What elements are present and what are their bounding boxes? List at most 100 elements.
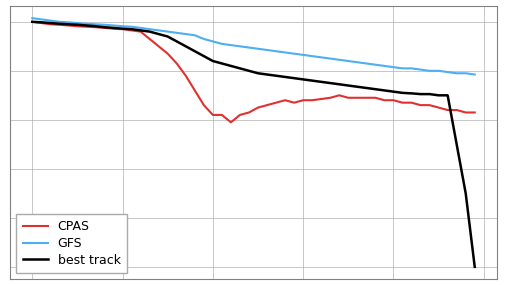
CPAS (84, 25, 90, 28)
GFS (282, 51, 288, 54)
GFS (345, 59, 351, 63)
best track (300, 78, 306, 81)
CPAS (47, 23, 53, 26)
CPAS (472, 111, 478, 114)
GFS (445, 70, 451, 74)
GFS (29, 17, 35, 20)
GFS (454, 72, 460, 75)
CPAS (400, 101, 406, 104)
best track (29, 20, 35, 24)
best track (364, 86, 370, 90)
CPAS (409, 101, 415, 104)
GFS (228, 43, 234, 47)
GFS (219, 42, 225, 46)
best track (246, 69, 252, 72)
best track (38, 21, 44, 24)
GFS (210, 40, 216, 43)
best track (400, 91, 406, 95)
CPAS (291, 101, 297, 104)
GFS (264, 48, 270, 52)
CPAS (38, 21, 44, 25)
CPAS (192, 89, 198, 92)
Legend: CPAS, GFS, best track: CPAS, GFS, best track (16, 214, 127, 273)
best track (273, 74, 279, 78)
GFS (364, 62, 370, 65)
best track (120, 27, 126, 30)
CPAS (219, 113, 225, 117)
best track (192, 50, 198, 53)
GFS (472, 73, 478, 76)
best track (309, 79, 315, 82)
CPAS (201, 103, 207, 107)
best track (210, 59, 216, 63)
Line: GFS: GFS (32, 18, 475, 74)
best track (183, 45, 189, 48)
GFS (390, 66, 396, 69)
GFS (47, 19, 53, 22)
GFS (129, 25, 135, 28)
GFS (327, 57, 333, 60)
GFS (381, 64, 387, 68)
CPAS (372, 96, 378, 99)
GFS (65, 21, 71, 24)
best track (65, 23, 71, 26)
best track (111, 26, 117, 30)
CPAS (426, 103, 432, 107)
best track (201, 54, 207, 58)
GFS (291, 52, 297, 55)
best track (147, 30, 153, 33)
CPAS (228, 121, 234, 124)
GFS (237, 45, 243, 48)
best track (101, 25, 107, 29)
best track (436, 93, 442, 97)
GFS (192, 34, 198, 37)
best track (327, 81, 333, 85)
best track (345, 84, 351, 87)
GFS (165, 30, 171, 33)
GFS (38, 18, 44, 21)
CPAS (156, 45, 162, 48)
best track (92, 25, 98, 28)
CPAS (56, 23, 62, 27)
GFS (354, 60, 360, 64)
GFS (400, 67, 406, 70)
GFS (309, 54, 315, 58)
best track (336, 83, 342, 86)
CPAS (120, 27, 126, 31)
CPAS (111, 27, 117, 30)
GFS (300, 53, 306, 57)
GFS (174, 31, 180, 34)
CPAS (165, 52, 171, 55)
best track (255, 72, 261, 75)
CPAS (417, 103, 423, 107)
CPAS (129, 29, 135, 32)
GFS (273, 50, 279, 53)
CPAS (210, 113, 216, 117)
GFS (101, 23, 107, 27)
CPAS (183, 74, 189, 78)
CPAS (327, 96, 333, 99)
GFS (147, 27, 153, 31)
best track (417, 92, 423, 96)
GFS (156, 29, 162, 32)
best track (354, 85, 360, 88)
CPAS (454, 108, 460, 112)
best track (219, 62, 225, 65)
GFS (318, 56, 324, 59)
best track (291, 76, 297, 80)
GFS (463, 72, 469, 75)
best track (47, 21, 53, 25)
best track (228, 64, 234, 68)
GFS (436, 69, 442, 72)
GFS (372, 63, 378, 66)
GFS (255, 47, 261, 50)
CPAS (147, 37, 153, 41)
GFS (120, 25, 126, 28)
best track (174, 40, 180, 43)
best track (282, 75, 288, 79)
Line: CPAS: CPAS (32, 22, 475, 122)
CPAS (390, 99, 396, 102)
CPAS (137, 30, 143, 33)
best track (156, 32, 162, 36)
best track (237, 67, 243, 70)
